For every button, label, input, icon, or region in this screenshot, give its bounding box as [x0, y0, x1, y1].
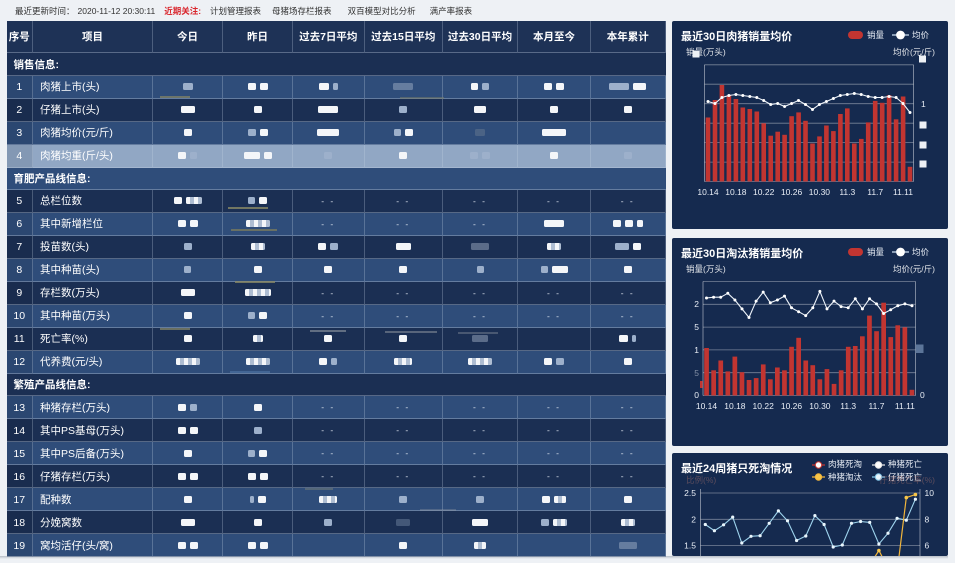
svg-text:10.26: 10.26 [780, 187, 802, 197]
svg-text:11.3: 11.3 [839, 187, 855, 197]
svg-text:11.7: 11.7 [867, 187, 883, 197]
svg-text:11.11: 11.11 [894, 401, 914, 411]
svg-text:10.14: 10.14 [695, 401, 717, 411]
svg-text:10.18: 10.18 [724, 401, 746, 411]
svg-text:5: 5 [694, 368, 699, 378]
svg-text:1: 1 [694, 345, 699, 355]
svg-text:0: 0 [920, 390, 925, 400]
svg-text:10.14: 10.14 [697, 187, 719, 197]
svg-text:11.7: 11.7 [868, 401, 884, 411]
svg-text:2.5: 2.5 [684, 488, 696, 498]
svg-text:10.30: 10.30 [808, 187, 830, 197]
svg-text:10.26: 10.26 [780, 401, 802, 411]
svg-text:10.22: 10.22 [752, 401, 774, 411]
svg-text:0: 0 [694, 390, 699, 400]
svg-text:1.5: 1.5 [684, 540, 696, 550]
svg-text:10: 10 [924, 488, 934, 498]
svg-text:5: 5 [694, 322, 699, 332]
svg-text:10.18: 10.18 [725, 187, 747, 197]
svg-text:11.3: 11.3 [840, 401, 856, 411]
svg-text:2: 2 [691, 514, 696, 524]
svg-text:10.30: 10.30 [809, 401, 831, 411]
svg-text:11.11: 11.11 [892, 187, 912, 197]
svg-text:2: 2 [694, 299, 699, 309]
svg-text:8: 8 [924, 514, 929, 524]
svg-text:10.22: 10.22 [753, 187, 775, 197]
svg-text:6: 6 [924, 540, 929, 550]
svg-text:1: 1 [921, 99, 926, 109]
